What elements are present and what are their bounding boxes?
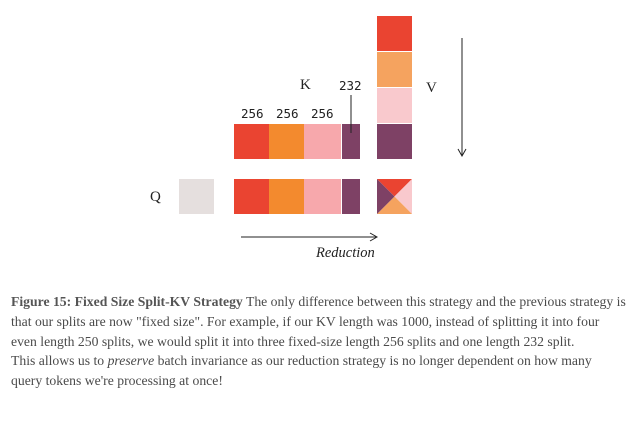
combined-output-block bbox=[377, 179, 412, 214]
k-split-3 bbox=[304, 124, 341, 159]
v-split-3 bbox=[377, 88, 412, 123]
caption-line2-end: batch invariance as our reduction strate… bbox=[11, 353, 592, 389]
out-split-4 bbox=[342, 179, 360, 214]
k-label: K bbox=[300, 77, 311, 93]
v-split-4 bbox=[377, 124, 412, 159]
v-label: V bbox=[426, 80, 437, 96]
figure-diagram: K V Q 256 256 256 232 Reduction bbox=[150, 16, 467, 261]
q-label: Q bbox=[150, 189, 161, 205]
caption-title: Figure 15: Fixed Size Split-KV Strategy bbox=[11, 294, 243, 309]
split-size-4: 232 bbox=[339, 78, 362, 93]
v-split-1 bbox=[377, 16, 412, 51]
reduction-arrow bbox=[241, 232, 379, 242]
q-block bbox=[179, 179, 214, 214]
caption-line2-start: This allows us to bbox=[11, 353, 108, 369]
reduction-label: Reduction bbox=[316, 245, 375, 261]
diagram-lines bbox=[241, 38, 467, 242]
split-size-1: 256 bbox=[241, 106, 264, 121]
out-split-3 bbox=[304, 179, 341, 214]
caption-emphasis: preserve bbox=[107, 353, 155, 369]
k-split-2 bbox=[269, 124, 304, 159]
caption-text: The only difference between this strateg… bbox=[11, 294, 626, 349]
k-split-4 bbox=[342, 124, 360, 159]
k-split-1 bbox=[234, 124, 269, 159]
out-split-2 bbox=[269, 179, 304, 214]
split-size-3: 256 bbox=[311, 106, 334, 121]
v-split-2 bbox=[377, 52, 412, 87]
out-split-1 bbox=[234, 179, 269, 214]
figure-caption: Figure 15: Fixed Size Split-KV Strategy … bbox=[11, 292, 626, 391]
v-down-arrow bbox=[457, 38, 467, 158]
split-size-2: 256 bbox=[276, 106, 299, 121]
